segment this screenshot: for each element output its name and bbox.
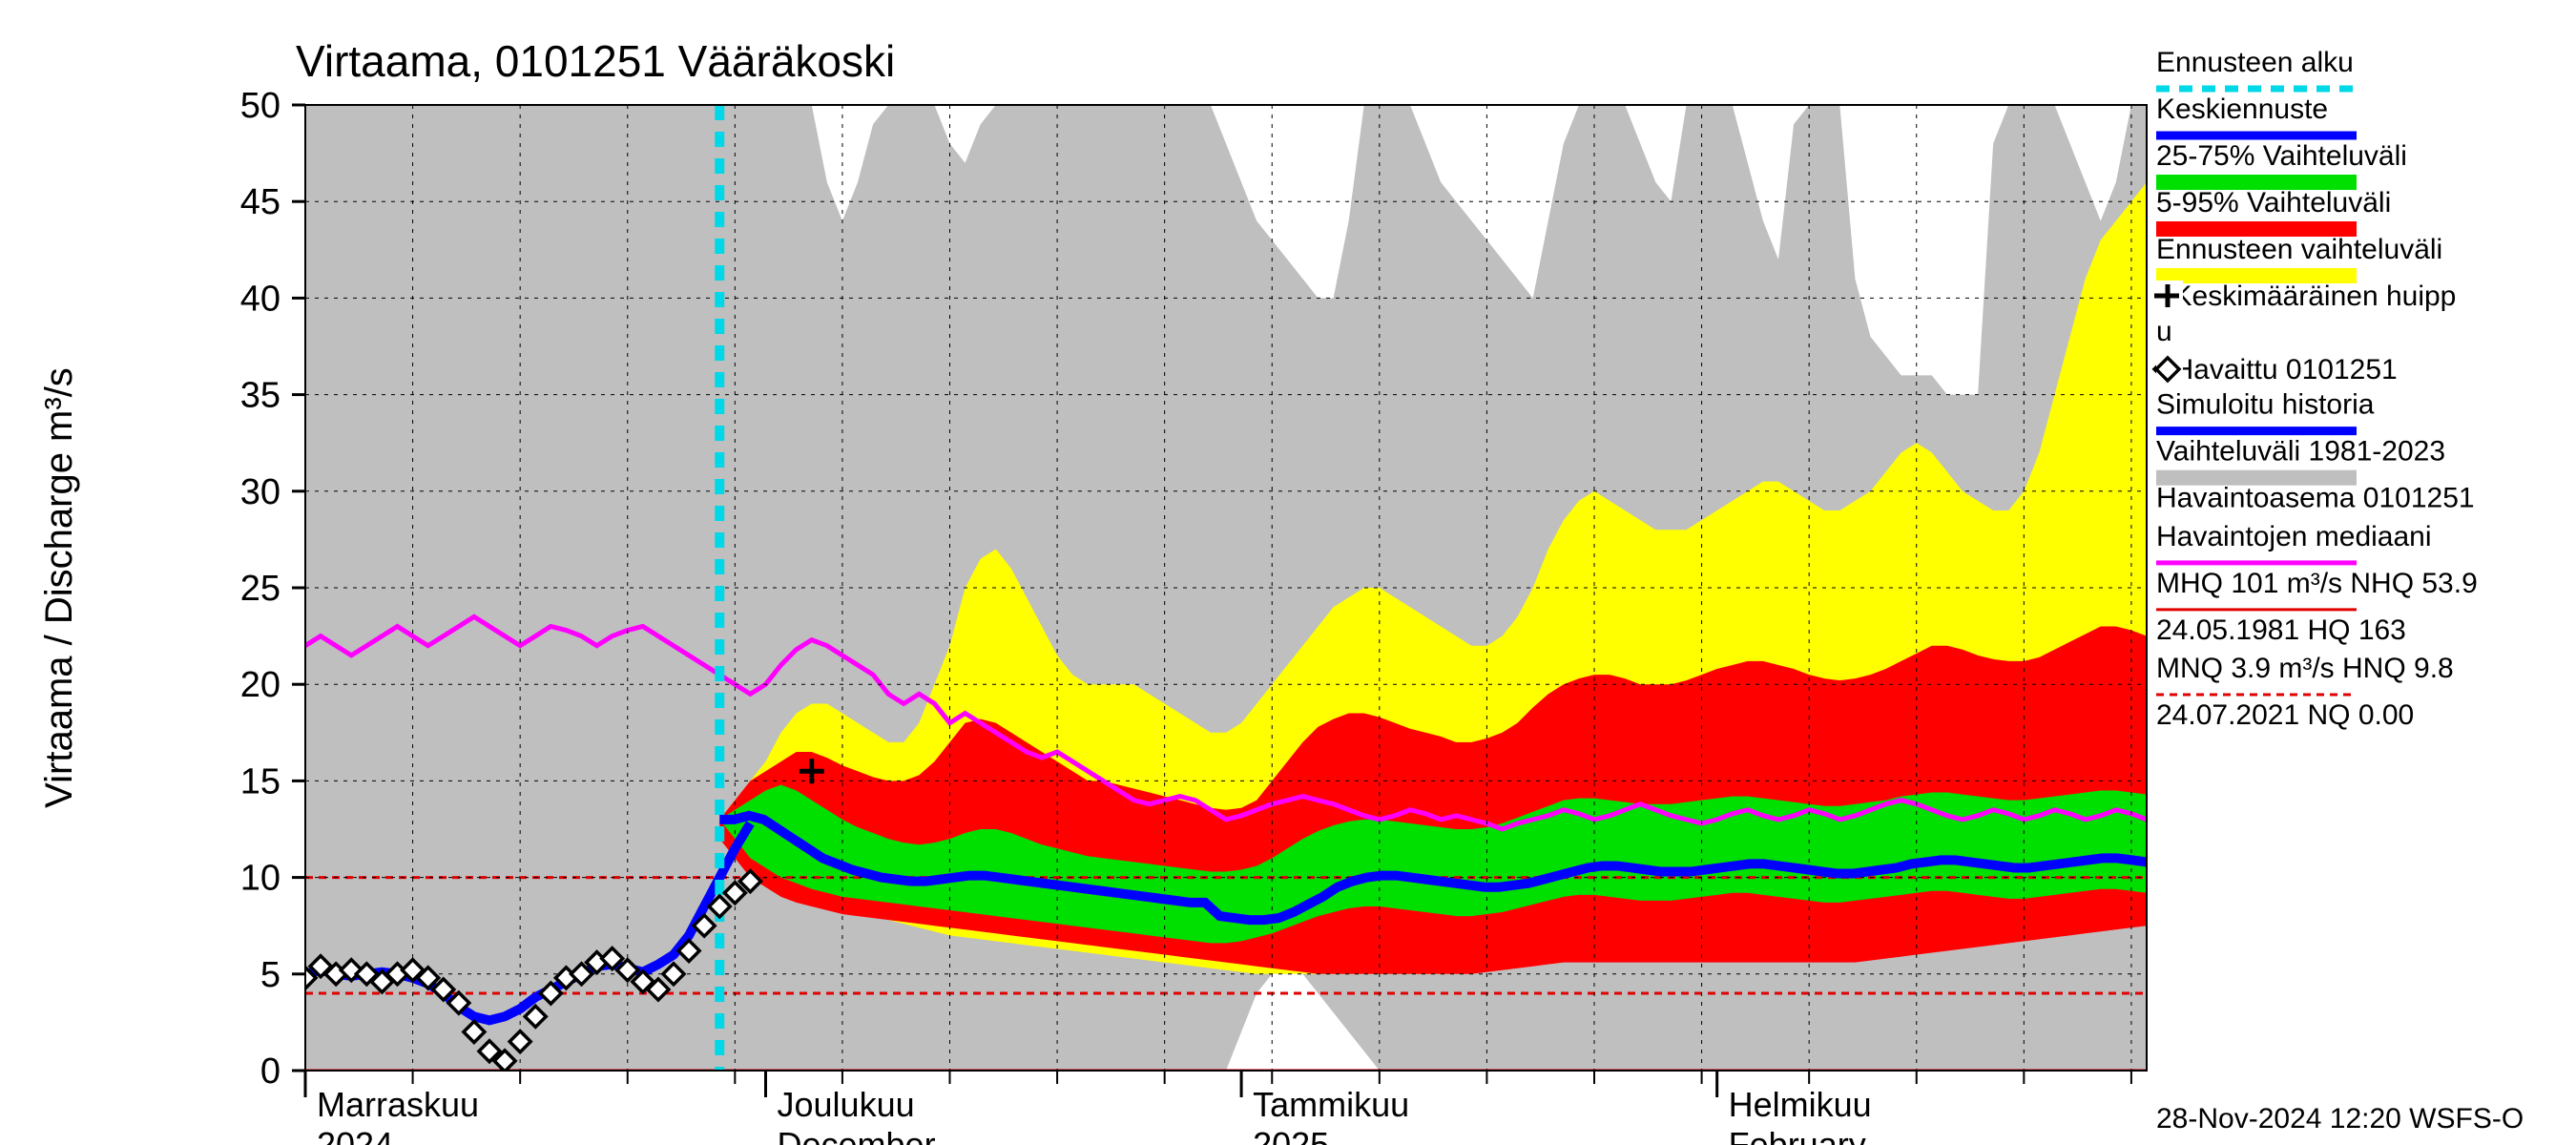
svg-text:0: 0 bbox=[260, 1051, 280, 1092]
svg-text:20: 20 bbox=[240, 665, 280, 705]
svg-text:24.05.1981 HQ 163: 24.05.1981 HQ 163 bbox=[2156, 614, 2406, 646]
svg-text:35: 35 bbox=[240, 376, 280, 416]
svg-text:Keskiennuste: Keskiennuste bbox=[2156, 94, 2328, 125]
svg-text:15: 15 bbox=[240, 761, 280, 802]
svg-text:50: 50 bbox=[240, 86, 280, 126]
svg-text:25-75% Vaihteluväli: 25-75% Vaihteluväli bbox=[2156, 140, 2407, 172]
y-axis-label: Virtaama / Discharge m³/s bbox=[38, 367, 80, 808]
svg-text:Marraskuu: Marraskuu bbox=[317, 1085, 479, 1124]
svg-text:45: 45 bbox=[240, 182, 280, 222]
svg-text:2025: 2025 bbox=[1253, 1125, 1329, 1145]
svg-text:u: u bbox=[2156, 316, 2172, 347]
chart-svg: 05101520253035404550Marraskuu2024Jouluku… bbox=[0, 0, 2576, 1145]
svg-text:MNQ 3.9 m³/s HNQ 9.8: MNQ 3.9 m³/s HNQ 9.8 bbox=[2156, 653, 2454, 684]
footer-timestamp: 28-Nov-2024 12:20 WSFS-O bbox=[2156, 1103, 2524, 1135]
svg-text:24.07.2021 NQ 0.00: 24.07.2021 NQ 0.00 bbox=[2156, 699, 2414, 731]
svg-text:Ennusteen vaihteluväli: Ennusteen vaihteluväli bbox=[2156, 234, 2442, 265]
svg-text:10: 10 bbox=[240, 859, 280, 899]
svg-text:25: 25 bbox=[240, 569, 280, 609]
svg-text:February: February bbox=[1729, 1125, 1866, 1145]
svg-text:Helmikuu: Helmikuu bbox=[1729, 1085, 1872, 1124]
svg-text:40: 40 bbox=[240, 279, 280, 319]
svg-text:=Keskimääräinen huipp: =Keskimääräinen huipp bbox=[2156, 281, 2456, 312]
svg-text:2024: 2024 bbox=[317, 1125, 393, 1145]
svg-text:Havaintoasema 0101251: Havaintoasema 0101251 bbox=[2156, 483, 2475, 514]
svg-text:Vaihteluväli 1981-2023: Vaihteluväli 1981-2023 bbox=[2156, 436, 2445, 468]
hydrograph-chart: 05101520253035404550Marraskuu2024Jouluku… bbox=[0, 0, 2576, 1145]
svg-text:December: December bbox=[778, 1125, 936, 1145]
svg-text:=Havaittu 0101251: =Havaittu 0101251 bbox=[2156, 354, 2398, 385]
svg-text:Simuloitu historia: Simuloitu historia bbox=[2156, 389, 2375, 421]
svg-text:Havaintojen mediaani: Havaintojen mediaani bbox=[2156, 521, 2432, 552]
chart-title: Virtaama, 0101251 Vääräkoski bbox=[296, 36, 895, 86]
svg-text:Ennusteen alku: Ennusteen alku bbox=[2156, 47, 2354, 78]
svg-text:MHQ 101 m³/s NHQ 53.9: MHQ 101 m³/s NHQ 53.9 bbox=[2156, 568, 2478, 599]
svg-text:Tammikuu: Tammikuu bbox=[1253, 1085, 1409, 1124]
svg-text:30: 30 bbox=[240, 472, 280, 512]
svg-text:5: 5 bbox=[260, 955, 280, 995]
svg-text:5-95% Vaihteluväli: 5-95% Vaihteluväli bbox=[2156, 187, 2391, 219]
svg-text:Joulukuu: Joulukuu bbox=[778, 1085, 915, 1124]
